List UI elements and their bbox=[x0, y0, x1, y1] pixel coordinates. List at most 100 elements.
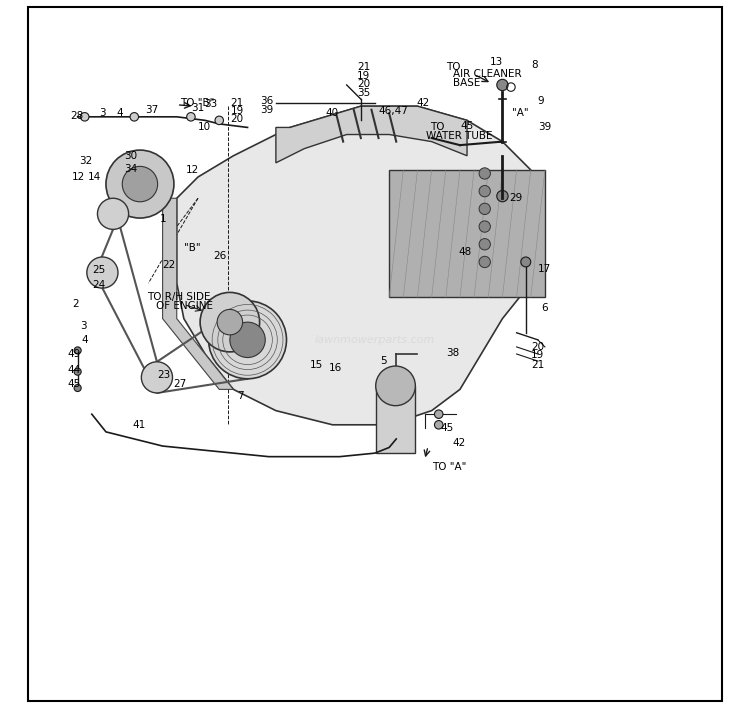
Text: 27: 27 bbox=[173, 379, 187, 389]
Text: TO: TO bbox=[430, 122, 445, 132]
Circle shape bbox=[479, 256, 490, 268]
Circle shape bbox=[230, 322, 266, 358]
Text: 29: 29 bbox=[509, 193, 523, 203]
Circle shape bbox=[122, 166, 158, 202]
Text: 37: 37 bbox=[145, 105, 158, 115]
Text: WATER TUBE: WATER TUBE bbox=[426, 131, 493, 141]
Text: 12: 12 bbox=[72, 172, 86, 182]
Text: 41: 41 bbox=[133, 420, 146, 430]
Text: lawnmowerparts.com: lawnmowerparts.com bbox=[315, 335, 435, 345]
Text: 20: 20 bbox=[531, 342, 544, 352]
Text: 19: 19 bbox=[357, 71, 370, 81]
Text: 8: 8 bbox=[531, 60, 538, 70]
Circle shape bbox=[496, 79, 508, 91]
Circle shape bbox=[130, 113, 139, 121]
Circle shape bbox=[74, 384, 81, 392]
Text: 19: 19 bbox=[531, 350, 544, 360]
Text: TO R/H SIDE: TO R/H SIDE bbox=[147, 292, 211, 302]
Circle shape bbox=[209, 301, 286, 379]
Circle shape bbox=[215, 116, 223, 125]
Text: 44: 44 bbox=[67, 365, 80, 375]
Circle shape bbox=[479, 168, 490, 179]
Text: 16: 16 bbox=[329, 363, 342, 373]
Text: 25: 25 bbox=[92, 266, 105, 275]
Circle shape bbox=[479, 239, 490, 250]
Text: 35: 35 bbox=[357, 88, 370, 98]
Text: 49: 49 bbox=[67, 349, 80, 359]
Text: 6: 6 bbox=[542, 303, 548, 313]
Text: 38: 38 bbox=[446, 348, 459, 358]
Text: 33: 33 bbox=[204, 99, 217, 109]
Circle shape bbox=[520, 257, 531, 267]
Polygon shape bbox=[177, 106, 545, 425]
Text: 20: 20 bbox=[230, 114, 244, 124]
Text: 39: 39 bbox=[538, 122, 551, 132]
Text: 39: 39 bbox=[260, 105, 274, 115]
Text: 3: 3 bbox=[80, 321, 86, 331]
Text: 45: 45 bbox=[460, 121, 473, 131]
Text: 31: 31 bbox=[191, 103, 204, 113]
Circle shape bbox=[376, 366, 416, 406]
Circle shape bbox=[106, 150, 174, 218]
Text: 22: 22 bbox=[163, 261, 176, 270]
Text: 42: 42 bbox=[453, 438, 466, 447]
Text: 10: 10 bbox=[198, 122, 211, 132]
Text: 3: 3 bbox=[99, 108, 106, 118]
Text: 4: 4 bbox=[116, 108, 123, 118]
Text: 30: 30 bbox=[124, 151, 136, 161]
Text: OF ENGINE: OF ENGINE bbox=[155, 301, 212, 311]
Text: 1: 1 bbox=[160, 215, 166, 224]
Text: 21: 21 bbox=[531, 360, 544, 370]
Text: 28: 28 bbox=[70, 111, 84, 121]
Text: 15: 15 bbox=[310, 360, 323, 370]
Text: TO "A": TO "A" bbox=[432, 462, 466, 472]
Text: 2: 2 bbox=[72, 299, 79, 309]
Text: 5: 5 bbox=[381, 356, 387, 366]
Circle shape bbox=[496, 190, 508, 202]
Text: BASE: BASE bbox=[453, 78, 480, 88]
Bar bbox=[376, 386, 416, 453]
Text: 19: 19 bbox=[230, 106, 244, 116]
Circle shape bbox=[98, 198, 128, 229]
Text: 45: 45 bbox=[441, 423, 454, 433]
Circle shape bbox=[479, 221, 490, 232]
Circle shape bbox=[141, 362, 172, 393]
Text: 26: 26 bbox=[214, 251, 226, 261]
Text: "B": "B" bbox=[184, 243, 200, 253]
Circle shape bbox=[87, 257, 118, 288]
Text: 40: 40 bbox=[326, 108, 338, 118]
Text: 12: 12 bbox=[186, 165, 200, 175]
Text: TO "B": TO "B" bbox=[180, 98, 214, 108]
Text: 9: 9 bbox=[538, 96, 544, 105]
Text: 23: 23 bbox=[157, 370, 170, 380]
Polygon shape bbox=[163, 198, 233, 389]
Text: 34: 34 bbox=[124, 164, 137, 173]
Text: 20: 20 bbox=[357, 79, 370, 89]
Text: TO: TO bbox=[446, 62, 460, 72]
Text: 24: 24 bbox=[92, 280, 105, 290]
Circle shape bbox=[74, 368, 81, 375]
Circle shape bbox=[74, 347, 81, 354]
Circle shape bbox=[434, 410, 443, 418]
Text: "A": "A" bbox=[512, 108, 528, 118]
Polygon shape bbox=[276, 106, 467, 163]
Text: AIR CLEANER: AIR CLEANER bbox=[453, 69, 521, 79]
Circle shape bbox=[187, 113, 195, 121]
Text: 21: 21 bbox=[357, 62, 370, 72]
Text: 4: 4 bbox=[81, 335, 88, 345]
Text: 42: 42 bbox=[416, 98, 429, 108]
Text: 21: 21 bbox=[230, 98, 244, 108]
Text: 7: 7 bbox=[237, 392, 244, 401]
Text: 17: 17 bbox=[538, 264, 551, 274]
Circle shape bbox=[479, 203, 490, 215]
Bar bbox=[389, 170, 545, 297]
Text: 32: 32 bbox=[79, 156, 92, 166]
Circle shape bbox=[479, 185, 490, 197]
Text: 48: 48 bbox=[458, 247, 472, 257]
Circle shape bbox=[217, 309, 242, 335]
Text: 45: 45 bbox=[67, 379, 80, 389]
Text: 46,47: 46,47 bbox=[379, 106, 409, 116]
Text: 13: 13 bbox=[490, 57, 503, 67]
Circle shape bbox=[80, 113, 89, 121]
Circle shape bbox=[434, 421, 443, 429]
